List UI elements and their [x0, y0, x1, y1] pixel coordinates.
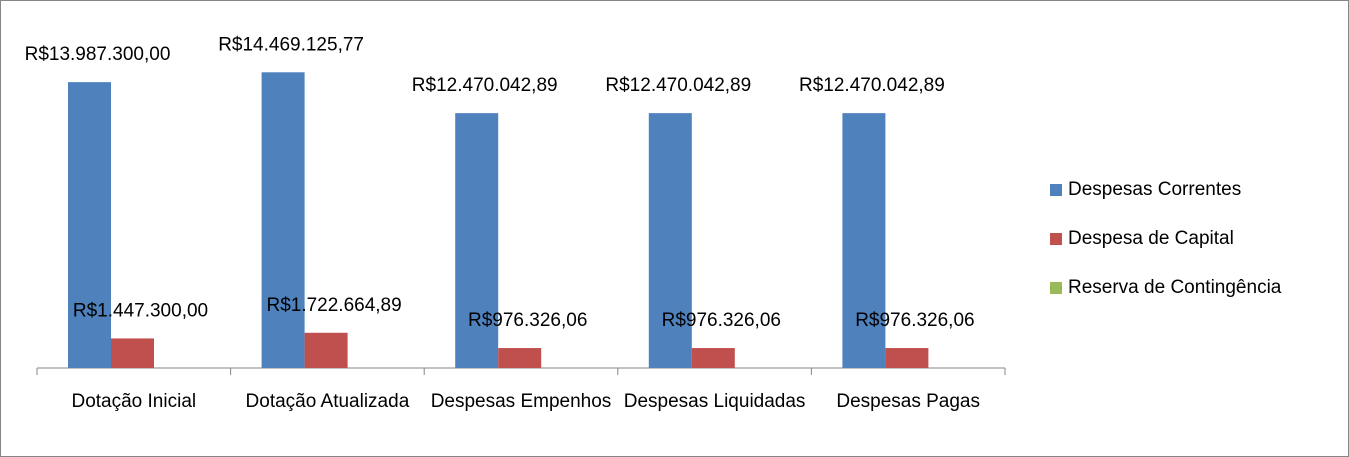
data-label: R$1.447.300,00 [73, 300, 208, 321]
data-label: R$12.470.042,89 [412, 75, 558, 96]
legend-swatch [1050, 184, 1062, 196]
bar [68, 82, 111, 369]
bar [648, 113, 692, 369]
data-label: R$976.326,06 [855, 310, 974, 331]
data-label: R$14.469.125,77 [218, 34, 364, 55]
bar [261, 72, 305, 369]
x-tick-label: Despesas Empenhos [431, 391, 612, 412]
legend-label: Reserva de Contingência [1068, 277, 1282, 298]
bar [842, 113, 886, 369]
data-label: R$12.470.042,89 [605, 75, 751, 96]
bar [455, 113, 499, 369]
data-label: R$976.326,06 [662, 310, 781, 331]
legend-swatch [1050, 282, 1062, 294]
data-label: R$1.722.664,89 [266, 295, 401, 316]
data-label: R$13.987.300,00 [25, 44, 171, 65]
x-tick-label: Dotação Inicial [71, 391, 196, 412]
legend-label: Despesas Correntes [1068, 179, 1241, 200]
bar [691, 348, 735, 368]
x-tick-label: Despesas Pagas [836, 391, 980, 412]
data-label: R$12.470.042,89 [799, 75, 945, 96]
bar [885, 348, 929, 368]
x-tick-label: Dotação Atualizada [246, 391, 410, 412]
bar [111, 338, 154, 368]
legend-swatch [1050, 233, 1062, 245]
x-tick-label: Despesas Liquidadas [624, 391, 806, 412]
bar [304, 332, 348, 368]
legend-label: Despesa de Capital [1068, 228, 1234, 249]
data-label: R$976.326,06 [468, 310, 587, 331]
bar [498, 348, 542, 368]
